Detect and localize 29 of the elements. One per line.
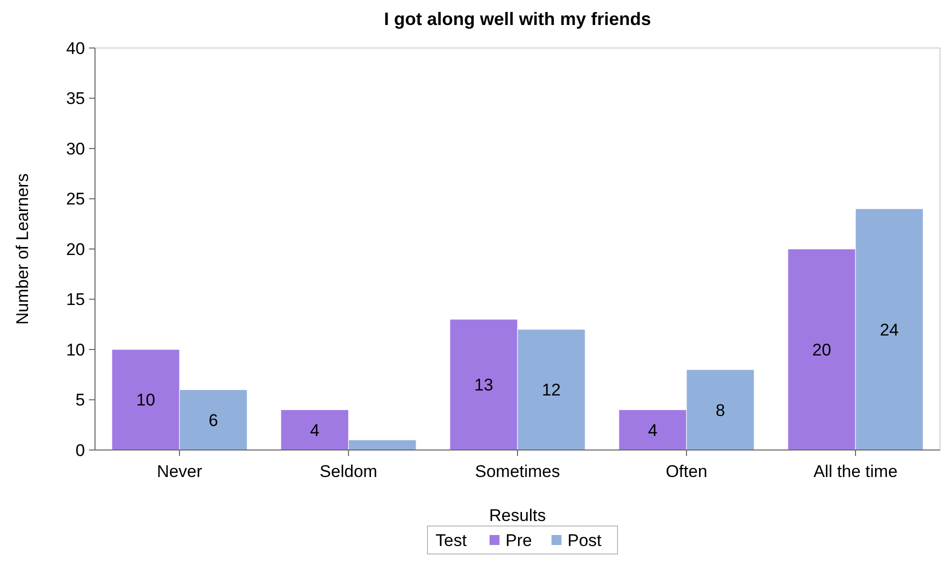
y-tick-label: 15	[66, 290, 85, 310]
x-tick-label: Never	[156, 462, 203, 481]
x-tick-label: Seldom	[320, 462, 378, 481]
data-label: 13	[474, 376, 494, 395]
legend-title: Test	[436, 530, 467, 550]
chart-title: I got along well with my friends	[384, 9, 652, 29]
legend-label: Pre	[506, 530, 532, 550]
data-label: 4	[310, 420, 320, 440]
y-axis-title: Number of Learners	[13, 173, 32, 325]
data-label: 4	[648, 420, 658, 440]
y-tick-label: 30	[66, 139, 85, 158]
data-label: 10	[136, 390, 156, 410]
data-label: 12	[542, 380, 561, 400]
data-label: 20	[812, 340, 832, 360]
data-label: 8	[716, 400, 726, 420]
data-label: 6	[208, 410, 218, 430]
y-tick-label: 5	[76, 390, 85, 410]
y-tick-label: 40	[66, 38, 85, 58]
data-label: 24	[880, 320, 899, 340]
y-tick-label: 35	[66, 89, 85, 108]
x-tick-label: Often	[666, 462, 708, 481]
legend-label: Post	[568, 530, 602, 550]
x-axis-title: Results	[489, 506, 546, 525]
x-tick-label: All the time	[813, 462, 898, 481]
y-tick-label: 25	[66, 190, 85, 209]
y-tick-label: 10	[66, 340, 85, 360]
x-tick-label: Sometimes	[474, 462, 560, 481]
y-tick-label: 0	[76, 440, 85, 460]
y-tick-label: 20	[66, 240, 85, 259]
